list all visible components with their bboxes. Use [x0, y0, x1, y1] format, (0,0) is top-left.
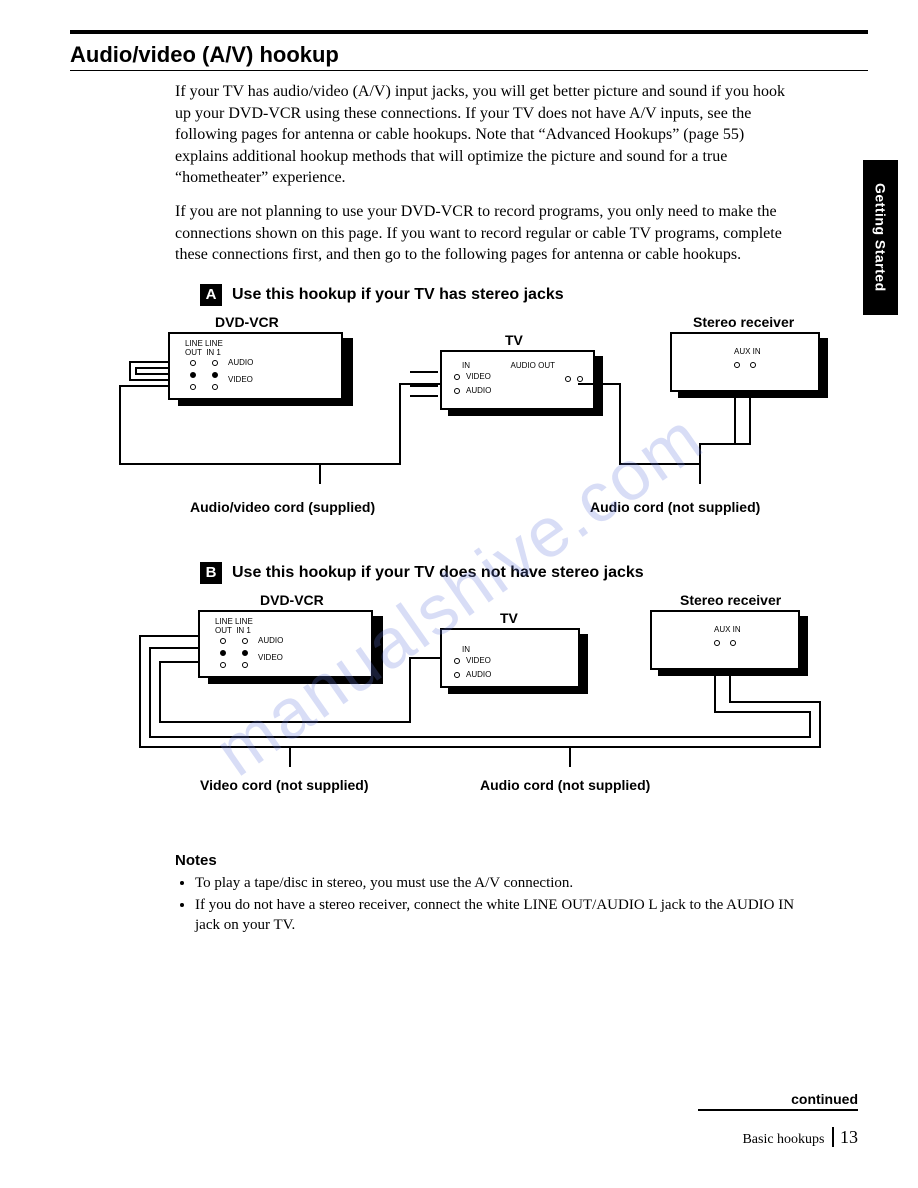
notes-heading: Notes — [175, 852, 868, 869]
page-footer: continued Basic hookups 13 — [698, 1091, 858, 1148]
section-tab: Getting Started — [863, 160, 898, 315]
intro-paragraph-2: If you are not planning to use your DVD-… — [175, 201, 788, 266]
top-rule — [70, 30, 868, 34]
cord-a-left: Audio/video cord (supplied) — [190, 499, 375, 515]
note-item: To play a tape/disc in stereo, you must … — [195, 873, 808, 893]
intro-paragraph-1: If your TV has audio/video (A/V) input j… — [175, 81, 788, 189]
footer-ref: Basic hookups 13 — [698, 1127, 858, 1148]
hookup-a-letter: A — [200, 284, 222, 306]
cord-b-right: Audio cord (not supplied) — [480, 777, 650, 793]
continued-label: continued — [698, 1091, 858, 1111]
hookup-a-heading: A Use this hookup if your TV has stereo … — [200, 284, 868, 306]
cord-b-left: Video cord (not supplied) — [200, 777, 369, 793]
page-title: Audio/video (A/V) hookup — [70, 42, 868, 71]
notes-list: To play a tape/disc in stereo, you must … — [195, 873, 808, 936]
hookup-b-letter: B — [200, 562, 222, 584]
cord-a-right: Audio cord (not supplied) — [590, 499, 760, 515]
diagram-a: DVD-VCR LINE LINE OUT IN 1 AUDIO VIDEO T… — [100, 314, 838, 544]
diagram-b: DVD-VCR LINE LINE OUT IN 1 AUDIO VIDEO T… — [100, 592, 838, 822]
hookup-b-heading: B Use this hookup if your TV does not ha… — [200, 562, 868, 584]
footer-label: Basic hookups — [742, 1132, 824, 1147]
hookup-b-title: Use this hookup if your TV does not have… — [232, 564, 644, 582]
note-item: If you do not have a stereo receiver, co… — [195, 895, 808, 936]
hookup-a-title: Use this hookup if your TV has stereo ja… — [232, 286, 564, 304]
page-number: 13 — [832, 1127, 858, 1147]
